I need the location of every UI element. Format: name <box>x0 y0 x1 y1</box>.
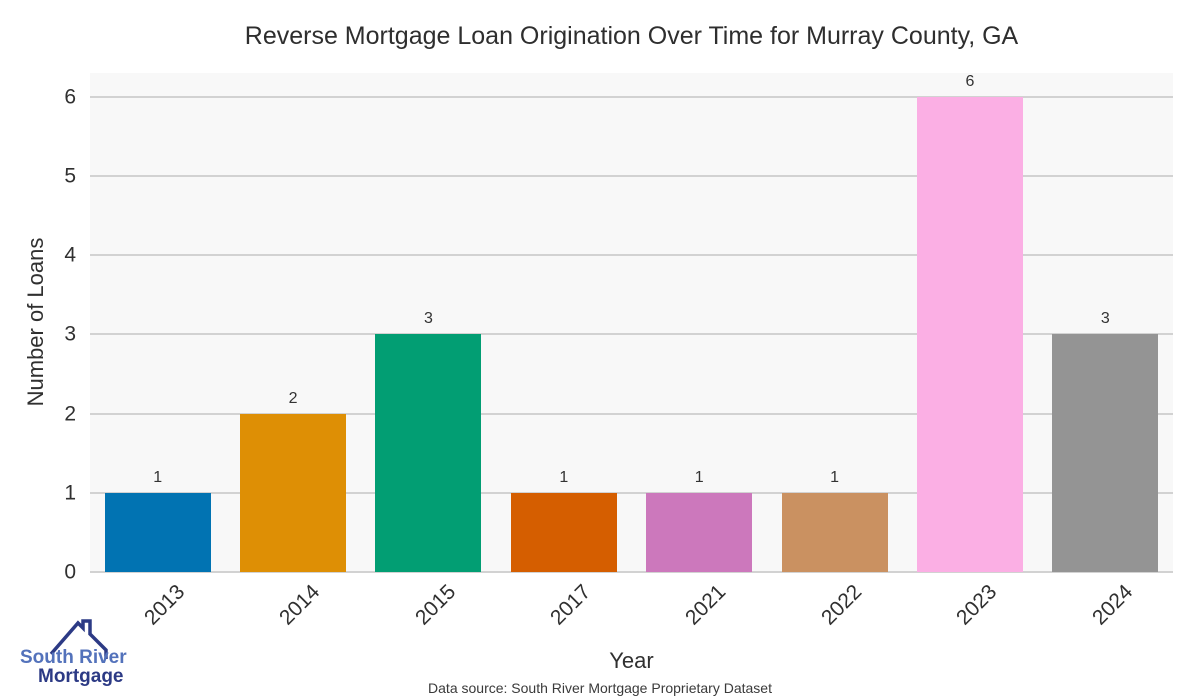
bar-value-label-2015: 3 <box>423 310 433 328</box>
logo-text-line2: Mortgage <box>38 666 124 687</box>
bar-group-2013: 1 <box>90 73 225 572</box>
x-axis-label: Year <box>609 648 654 673</box>
gridline-y-6 <box>90 95 1173 98</box>
data-source-note: Data source: South River Mortgage Propri… <box>428 680 772 696</box>
house-icon <box>49 619 108 659</box>
bar-group-2015: 3 <box>361 73 496 572</box>
y-tick-label-4: 4 <box>64 243 76 267</box>
bar-group-2024: 3 <box>1038 73 1173 572</box>
bar-value-label-2023: 6 <box>965 72 975 90</box>
bar-value-label-2013: 1 <box>153 468 163 486</box>
gridline-y-2 <box>90 412 1173 415</box>
south-river-mortgage-logo: South River Mortgage <box>14 618 154 690</box>
y-tick-label-0: 0 <box>64 560 76 584</box>
bar-group-2023: 6 <box>902 73 1037 572</box>
bar-group-2021: 1 <box>632 73 767 572</box>
bar-group-2014: 2 <box>225 73 360 572</box>
bar-2014 <box>240 413 347 572</box>
bar-value-label-2024: 3 <box>1100 310 1110 328</box>
bar-2022 <box>781 492 888 572</box>
y-tick-label-2: 2 <box>64 402 76 426</box>
gridline-y-1 <box>90 491 1173 494</box>
bar-2023 <box>916 96 1023 572</box>
y-tick-label-5: 5 <box>64 164 76 188</box>
bar-group-2022: 1 <box>767 73 902 572</box>
y-tick-label-1: 1 <box>64 481 76 505</box>
bar-2024 <box>1052 334 1159 572</box>
plot-area: 1 2 3 1 1 1 6 3 <box>90 73 1173 573</box>
gridline-y-3 <box>90 333 1173 336</box>
chart-title: Reverse Mortgage Loan Origination Over T… <box>244 22 1019 50</box>
bar-value-label-2022: 1 <box>830 468 840 486</box>
y-tick-label-6: 6 <box>64 85 76 109</box>
bar-value-label-2017: 1 <box>559 468 569 486</box>
bar-2015 <box>375 334 482 572</box>
bar-value-label-2014: 2 <box>288 389 298 407</box>
gridline-y-0 <box>90 571 1173 573</box>
gridline-y-4 <box>90 254 1173 257</box>
logo-text-line1: South River <box>20 647 127 668</box>
bar-value-label-2021: 1 <box>694 468 704 486</box>
bar-2013 <box>104 492 211 572</box>
y-tick-label-3: 3 <box>64 322 76 346</box>
gridline-y-5 <box>90 174 1173 177</box>
bar-2017 <box>510 492 617 572</box>
bars-container: 1 2 3 1 1 1 6 3 <box>90 73 1173 572</box>
bar-group-2017: 1 <box>496 73 631 572</box>
bar-2021 <box>646 492 753 572</box>
